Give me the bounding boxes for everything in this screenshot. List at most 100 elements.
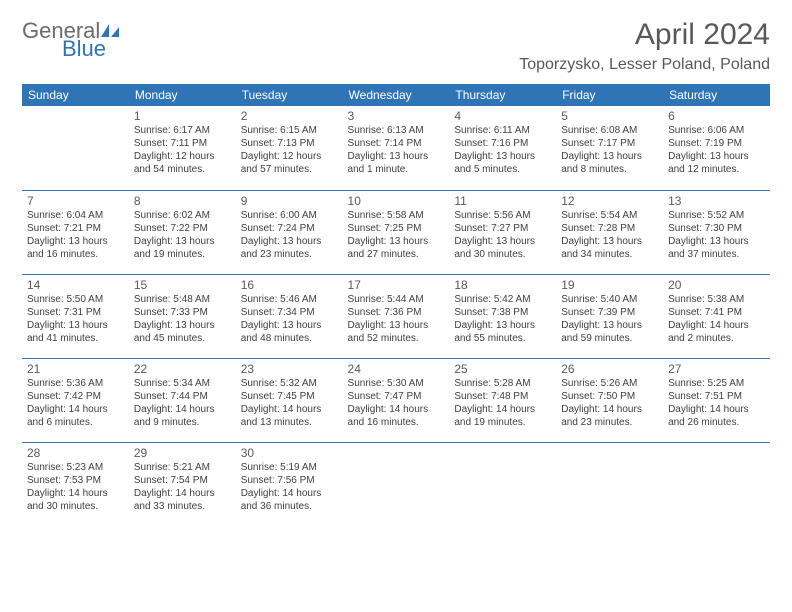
- calendar-cell: 5Sunrise: 6:08 AMSunset: 7:17 PMDaylight…: [556, 106, 663, 190]
- header-saturday: Saturday: [663, 84, 770, 106]
- daylight-text: Daylight: 14 hours and 19 minutes.: [454, 403, 551, 429]
- daylight-text: Daylight: 13 hours and 23 minutes.: [241, 235, 338, 261]
- daylight-text: Daylight: 13 hours and 37 minutes.: [668, 235, 765, 261]
- calendar-cell: [343, 442, 450, 526]
- sunset-text: Sunset: 7:48 PM: [454, 390, 551, 403]
- calendar-cell: 20Sunrise: 5:38 AMSunset: 7:41 PMDayligh…: [663, 274, 770, 358]
- calendar-cell: [22, 106, 129, 190]
- calendar-cell: 10Sunrise: 5:58 AMSunset: 7:25 PMDayligh…: [343, 190, 450, 274]
- daylight-text: Daylight: 13 hours and 34 minutes.: [561, 235, 658, 261]
- calendar-cell: 14Sunrise: 5:50 AMSunset: 7:31 PMDayligh…: [22, 274, 129, 358]
- sunrise-text: Sunrise: 5:38 AM: [668, 293, 765, 306]
- calendar-cell: [663, 442, 770, 526]
- day-number: 24: [348, 362, 445, 376]
- sunset-text: Sunset: 7:13 PM: [241, 137, 338, 150]
- sunrise-text: Sunrise: 6:17 AM: [134, 124, 231, 137]
- title-block: April 2024 Toporzysko, Lesser Poland, Po…: [519, 18, 770, 74]
- sunrise-text: Sunrise: 5:40 AM: [561, 293, 658, 306]
- day-number: 5: [561, 109, 658, 123]
- header-tuesday: Tuesday: [236, 84, 343, 106]
- sunset-text: Sunset: 7:31 PM: [27, 306, 124, 319]
- daylight-text: Daylight: 13 hours and 16 minutes.: [27, 235, 124, 261]
- calendar-cell: 6Sunrise: 6:06 AMSunset: 7:19 PMDaylight…: [663, 106, 770, 190]
- daylight-text: Daylight: 14 hours and 26 minutes.: [668, 403, 765, 429]
- calendar-cell: 28Sunrise: 5:23 AMSunset: 7:53 PMDayligh…: [22, 442, 129, 526]
- day-number: 30: [241, 446, 338, 460]
- logo: GeneralBlue: [22, 20, 121, 60]
- day-header-row: Sunday Monday Tuesday Wednesday Thursday…: [22, 84, 770, 106]
- sunset-text: Sunset: 7:42 PM: [27, 390, 124, 403]
- sunset-text: Sunset: 7:51 PM: [668, 390, 765, 403]
- day-number: 13: [668, 194, 765, 208]
- calendar-table: Sunday Monday Tuesday Wednesday Thursday…: [22, 84, 770, 526]
- day-number: 27: [668, 362, 765, 376]
- daylight-text: Daylight: 13 hours and 52 minutes.: [348, 319, 445, 345]
- day-number: 26: [561, 362, 658, 376]
- day-number: 15: [134, 278, 231, 292]
- sunset-text: Sunset: 7:30 PM: [668, 222, 765, 235]
- sunrise-text: Sunrise: 5:42 AM: [454, 293, 551, 306]
- header: GeneralBlue April 2024 Toporzysko, Lesse…: [22, 18, 770, 74]
- calendar-cell: 21Sunrise: 5:36 AMSunset: 7:42 PMDayligh…: [22, 358, 129, 442]
- calendar-cell: 30Sunrise: 5:19 AMSunset: 7:56 PMDayligh…: [236, 442, 343, 526]
- day-number: 7: [27, 194, 124, 208]
- day-number: 25: [454, 362, 551, 376]
- calendar-cell: 22Sunrise: 5:34 AMSunset: 7:44 PMDayligh…: [129, 358, 236, 442]
- sunset-text: Sunset: 7:28 PM: [561, 222, 658, 235]
- sunrise-text: Sunrise: 5:58 AM: [348, 209, 445, 222]
- sunrise-text: Sunrise: 5:19 AM: [241, 461, 338, 474]
- month-title: April 2024: [519, 18, 770, 52]
- day-number: 1: [134, 109, 231, 123]
- sunrise-text: Sunrise: 6:08 AM: [561, 124, 658, 137]
- calendar-week-row: 28Sunrise: 5:23 AMSunset: 7:53 PMDayligh…: [22, 442, 770, 526]
- sunrise-text: Sunrise: 5:36 AM: [27, 377, 124, 390]
- location-text: Toporzysko, Lesser Poland, Poland: [519, 56, 770, 74]
- daylight-text: Daylight: 13 hours and 55 minutes.: [454, 319, 551, 345]
- day-number: 16: [241, 278, 338, 292]
- day-number: 9: [241, 194, 338, 208]
- daylight-text: Daylight: 14 hours and 33 minutes.: [134, 487, 231, 513]
- sunset-text: Sunset: 7:38 PM: [454, 306, 551, 319]
- calendar-cell: 27Sunrise: 5:25 AMSunset: 7:51 PMDayligh…: [663, 358, 770, 442]
- day-number: 2: [241, 109, 338, 123]
- daylight-text: Daylight: 14 hours and 13 minutes.: [241, 403, 338, 429]
- day-number: 29: [134, 446, 231, 460]
- calendar-week-row: 14Sunrise: 5:50 AMSunset: 7:31 PMDayligh…: [22, 274, 770, 358]
- sunset-text: Sunset: 7:36 PM: [348, 306, 445, 319]
- sunrise-text: Sunrise: 5:34 AM: [134, 377, 231, 390]
- sunset-text: Sunset: 7:14 PM: [348, 137, 445, 150]
- sunset-text: Sunset: 7:17 PM: [561, 137, 658, 150]
- sunrise-text: Sunrise: 6:02 AM: [134, 209, 231, 222]
- sunrise-text: Sunrise: 5:46 AM: [241, 293, 338, 306]
- day-number: 6: [668, 109, 765, 123]
- daylight-text: Daylight: 14 hours and 9 minutes.: [134, 403, 231, 429]
- day-number: 4: [454, 109, 551, 123]
- day-number: 14: [27, 278, 124, 292]
- calendar-cell: 15Sunrise: 5:48 AMSunset: 7:33 PMDayligh…: [129, 274, 236, 358]
- calendar-cell: 12Sunrise: 5:54 AMSunset: 7:28 PMDayligh…: [556, 190, 663, 274]
- calendar-cell: 24Sunrise: 5:30 AMSunset: 7:47 PMDayligh…: [343, 358, 450, 442]
- day-number: 17: [348, 278, 445, 292]
- sunset-text: Sunset: 7:53 PM: [27, 474, 124, 487]
- day-number: 18: [454, 278, 551, 292]
- daylight-text: Daylight: 13 hours and 8 minutes.: [561, 150, 658, 176]
- logo-text-blue: Blue: [62, 38, 121, 60]
- sunset-text: Sunset: 7:11 PM: [134, 137, 231, 150]
- day-number: 23: [241, 362, 338, 376]
- header-thursday: Thursday: [449, 84, 556, 106]
- calendar-week-row: 1Sunrise: 6:17 AMSunset: 7:11 PMDaylight…: [22, 106, 770, 190]
- header-sunday: Sunday: [22, 84, 129, 106]
- daylight-text: Daylight: 13 hours and 59 minutes.: [561, 319, 658, 345]
- daylight-text: Daylight: 12 hours and 57 minutes.: [241, 150, 338, 176]
- daylight-text: Daylight: 13 hours and 41 minutes.: [27, 319, 124, 345]
- daylight-text: Daylight: 13 hours and 48 minutes.: [241, 319, 338, 345]
- daylight-text: Daylight: 12 hours and 54 minutes.: [134, 150, 231, 176]
- calendar-cell: 26Sunrise: 5:26 AMSunset: 7:50 PMDayligh…: [556, 358, 663, 442]
- sunrise-text: Sunrise: 5:54 AM: [561, 209, 658, 222]
- calendar-cell: 13Sunrise: 5:52 AMSunset: 7:30 PMDayligh…: [663, 190, 770, 274]
- sunset-text: Sunset: 7:41 PM: [668, 306, 765, 319]
- sunset-text: Sunset: 7:22 PM: [134, 222, 231, 235]
- sunset-text: Sunset: 7:27 PM: [454, 222, 551, 235]
- sunrise-text: Sunrise: 5:30 AM: [348, 377, 445, 390]
- sunset-text: Sunset: 7:44 PM: [134, 390, 231, 403]
